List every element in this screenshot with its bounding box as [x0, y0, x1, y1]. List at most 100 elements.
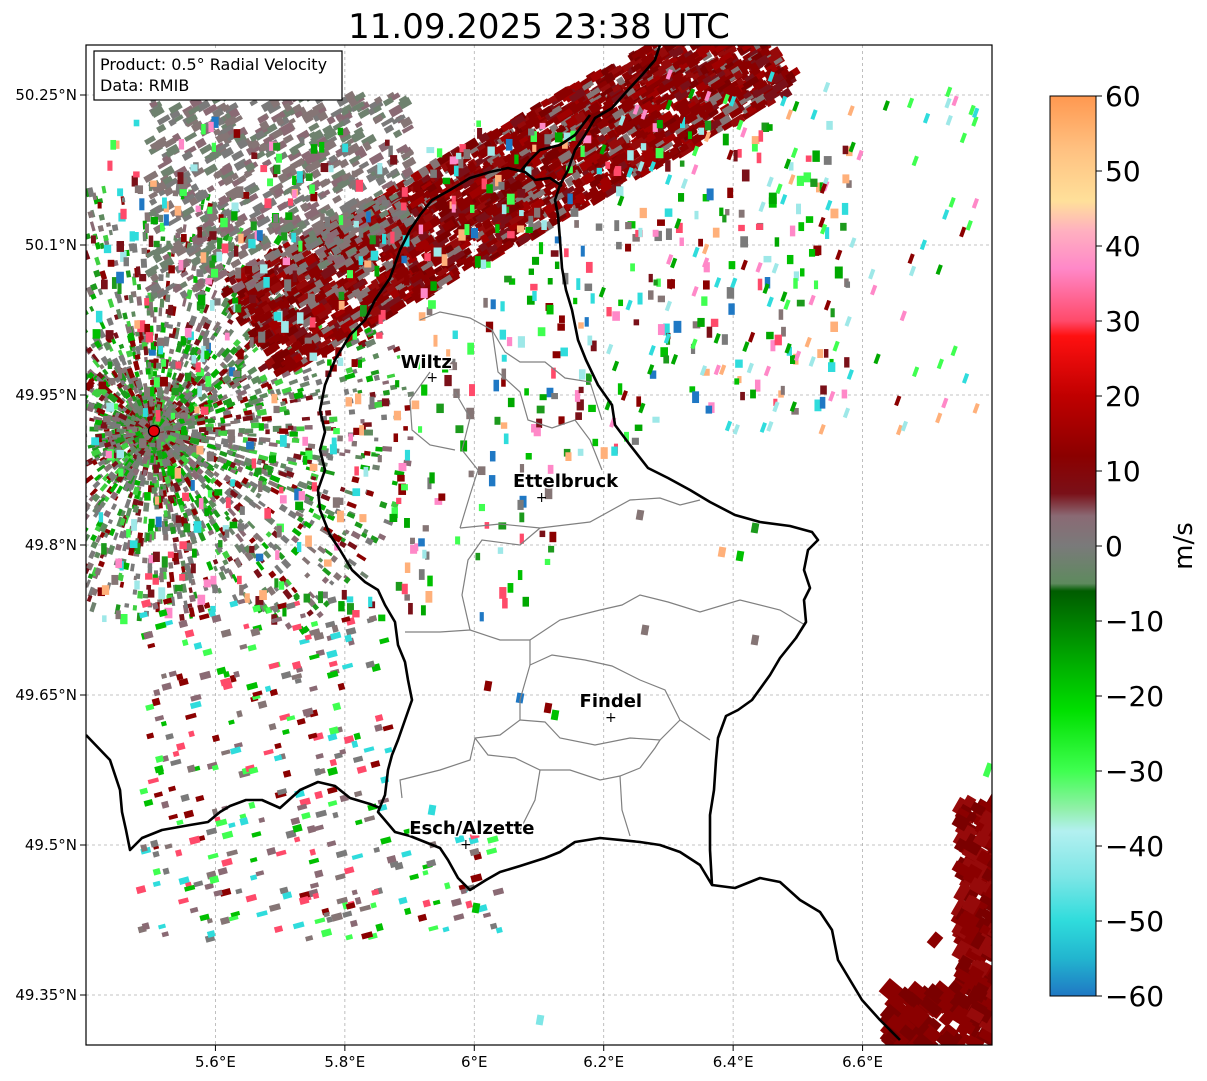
echo-cell — [86, 595, 93, 603]
echo-cell — [0, 608, 5, 616]
echo-cell — [48, 314, 57, 323]
echo-cell — [12, 435, 19, 440]
echo-cell — [7, 439, 11, 445]
echo-cell — [132, 589, 138, 595]
echo-cell — [745, 21, 762, 36]
echo-cell — [4, 389, 11, 395]
echo-cell — [125, 507, 133, 518]
echo-cell — [74, 429, 80, 434]
echo-cell — [250, 375, 261, 385]
echo-cell — [153, 307, 158, 313]
echo-cell — [68, 443, 78, 451]
echo-cell — [163, 336, 170, 347]
echo-cell — [382, 380, 390, 385]
echo-cell — [220, 425, 226, 431]
echo-cell — [195, 322, 203, 333]
echo-cell — [9, 417, 15, 423]
echo-cell — [212, 522, 222, 533]
echo-cell — [76, 354, 85, 363]
echo-cell — [5, 411, 15, 416]
echo-cell — [25, 411, 33, 418]
echo-cell — [733, 19, 743, 28]
echo-cell — [78, 439, 86, 445]
echo-cell — [67, 491, 78, 501]
echo-cell — [231, 593, 240, 604]
echo-cell — [351, 440, 358, 447]
echo-cell — [6, 294, 17, 304]
echo-cell — [0, 400, 6, 405]
echo-cell — [14, 466, 24, 474]
echo-cell — [37, 572, 43, 578]
echo-cell — [4, 477, 10, 482]
echo-cell — [43, 518, 53, 528]
echo-cell — [47, 407, 54, 413]
echo-cell — [0, 580, 7, 589]
echo-cell — [73, 561, 79, 568]
echo-cell — [136, 284, 142, 290]
echo-cell — [46, 449, 55, 456]
echo-cell — [4, 464, 14, 472]
echo-cell — [3, 286, 11, 294]
echo-cell — [17, 545, 23, 551]
echo-cell — [383, 518, 394, 526]
echo-cell — [73, 272, 81, 280]
echo-cell — [1, 361, 8, 367]
echo-cell — [0, 361, 1, 369]
echo-cell — [65, 447, 75, 453]
echo-cell — [350, 530, 362, 540]
echo-cell — [237, 432, 243, 437]
echo-cell — [15, 408, 24, 413]
echo-cell — [343, 388, 350, 396]
echo-cell — [328, 580, 335, 586]
echo-cell — [69, 422, 77, 427]
echo-cell — [136, 296, 143, 306]
echo-cell — [69, 518, 76, 525]
echo-cell — [3, 430, 11, 433]
echo-cell — [374, 437, 379, 442]
echo-cell — [118, 354, 126, 362]
map-panel[interactable]: + Wiltz + Ettelbruck + Findel + Esch/Alz… — [0, 0, 1010, 1056]
echo-cell — [337, 435, 343, 442]
echo-cell — [2, 384, 8, 389]
echo-cell — [62, 322, 71, 331]
echo-cell — [227, 507, 237, 517]
echo-cell — [146, 584, 152, 590]
echo-cell — [152, 316, 157, 323]
echo-cell — [287, 510, 298, 520]
echo-cell — [42, 459, 51, 464]
echo-cell — [48, 522, 57, 531]
echo-cell — [157, 526, 162, 531]
echo-cell — [284, 622, 293, 630]
echo-cell — [279, 428, 289, 434]
echo-cell — [75, 470, 82, 477]
echo-cell — [180, 429, 188, 436]
echo-cell — [53, 507, 59, 513]
echo-cell — [238, 428, 245, 435]
echo-cell — [48, 436, 55, 442]
echo-cell — [79, 410, 85, 416]
echo-cell — [70, 333, 78, 342]
echo-cell — [316, 610, 324, 619]
echo-cell — [109, 528, 116, 537]
echo-cell — [155, 362, 162, 369]
echo-cell — [150, 310, 155, 318]
echo-cell — [58, 510, 65, 517]
echo-cell — [289, 398, 298, 404]
echo-cell — [145, 532, 150, 542]
echo-cell — [49, 473, 55, 480]
echo-cell — [1, 363, 8, 369]
echo-cell — [47, 405, 57, 412]
echo-cell — [229, 346, 239, 356]
echo-cell — [202, 304, 210, 314]
echo-cell — [55, 332, 65, 342]
echo-cell — [73, 593, 80, 602]
echo-cell — [3, 334, 11, 341]
echo-cell — [182, 438, 192, 445]
echo-cell — [227, 526, 236, 536]
echo-cell — [21, 438, 27, 444]
echo-cell — [42, 434, 46, 440]
echo-cell — [72, 475, 80, 482]
echo-cell — [49, 414, 59, 420]
echo-cell — [258, 454, 269, 461]
echo-cell — [293, 594, 300, 602]
